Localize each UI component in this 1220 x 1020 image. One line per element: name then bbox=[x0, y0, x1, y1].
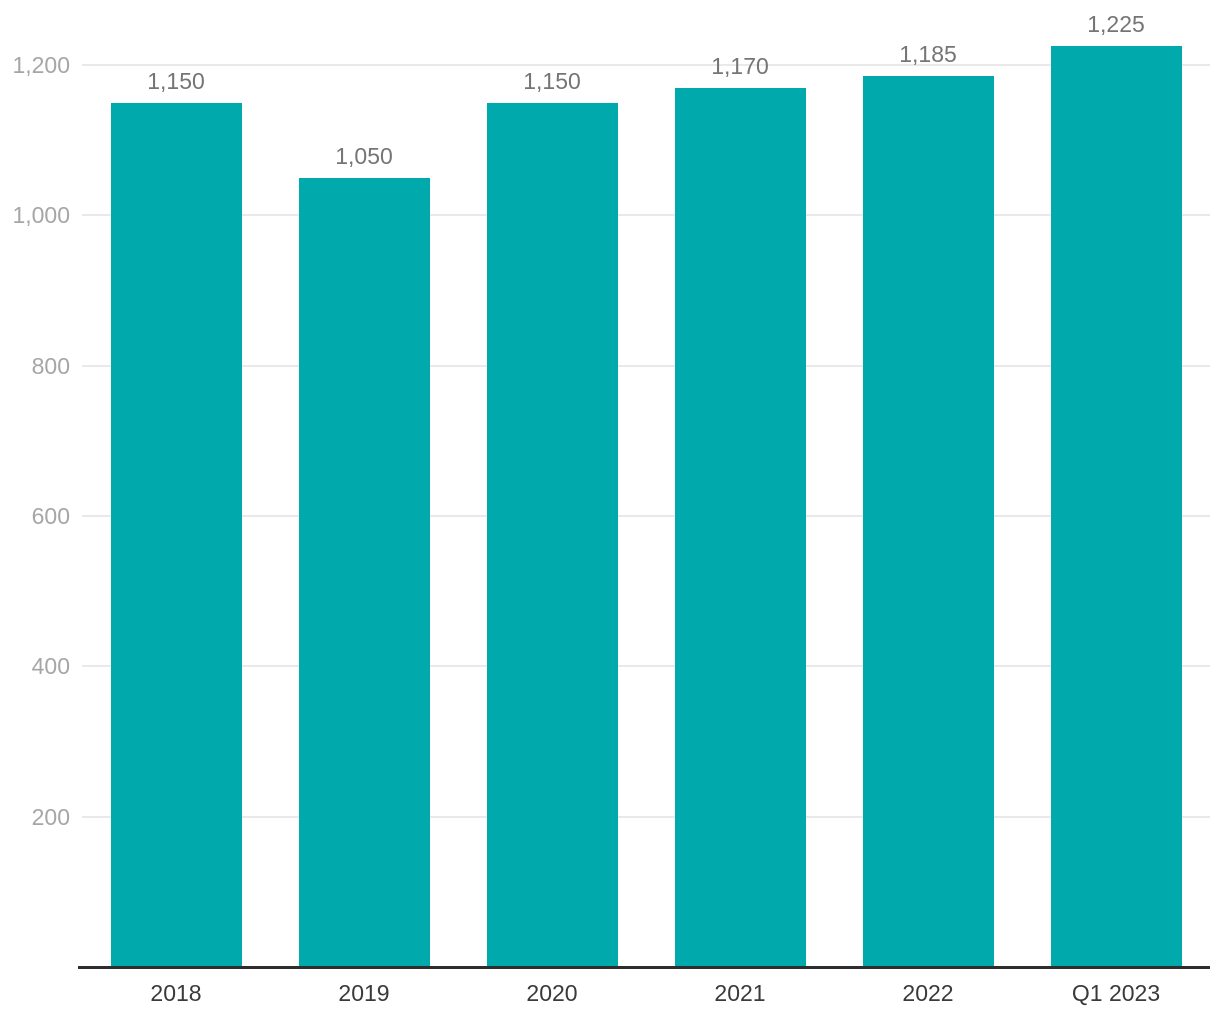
data-label: 1,170 bbox=[711, 52, 769, 79]
x-tick-label: 2022 bbox=[902, 980, 954, 1006]
data-label: 1,150 bbox=[147, 67, 205, 94]
gridline bbox=[82, 64, 1210, 66]
data-label: 1,150 bbox=[523, 67, 581, 94]
gridline bbox=[82, 214, 1210, 217]
x-tick-label: 2019 bbox=[338, 980, 390, 1006]
data-label: 1,185 bbox=[899, 41, 957, 68]
bar bbox=[298, 177, 430, 967]
y-tick-label: 400 bbox=[31, 653, 70, 680]
gridline bbox=[82, 364, 1210, 367]
gridline bbox=[82, 815, 1210, 818]
data-label: 1,225 bbox=[1087, 11, 1145, 38]
bar bbox=[1050, 46, 1182, 967]
gridline bbox=[82, 665, 1210, 668]
y-tick-label: 200 bbox=[31, 803, 70, 830]
data-label: 1,050 bbox=[335, 142, 393, 169]
bar bbox=[674, 87, 806, 967]
y-tick-label: 600 bbox=[31, 503, 70, 529]
x-tick-label: 2018 bbox=[150, 980, 202, 1006]
y-tick-label: 1,000 bbox=[12, 202, 70, 229]
gridline bbox=[82, 515, 1210, 517]
bar bbox=[110, 102, 242, 967]
x-tick-label: Q1 2023 bbox=[1071, 980, 1161, 1006]
y-tick-label: 1,200 bbox=[12, 52, 70, 78]
y-tick-label: 800 bbox=[31, 352, 70, 379]
bar bbox=[486, 102, 618, 967]
x-axis-line bbox=[78, 966, 1210, 969]
x-tick-label: 2021 bbox=[714, 980, 766, 1006]
bar bbox=[862, 76, 994, 967]
x-tick-label: 2020 bbox=[526, 980, 578, 1006]
